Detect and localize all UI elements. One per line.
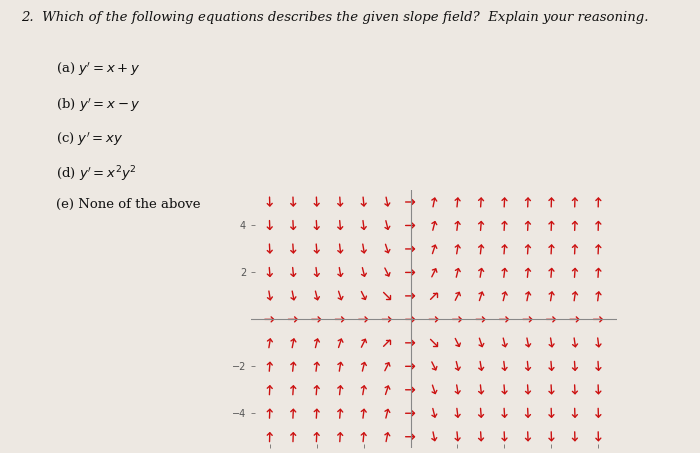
Text: (d) $y^{\prime} = x^2y^2$: (d) $y^{\prime} = x^2y^2$ <box>55 164 136 183</box>
Text: (c) $y^{\prime} = xy$: (c) $y^{\prime} = xy$ <box>55 130 123 148</box>
Text: (e) None of the above: (e) None of the above <box>55 198 200 211</box>
Text: (b) $y^{\prime} = x-y$: (b) $y^{\prime} = x-y$ <box>55 96 140 114</box>
Text: (a) $y^{\prime} = x+y$: (a) $y^{\prime} = x+y$ <box>55 60 139 78</box>
Text: 2.  Which of the following equations describes the given slope field?  Explain y: 2. Which of the following equations desc… <box>21 10 648 24</box>
